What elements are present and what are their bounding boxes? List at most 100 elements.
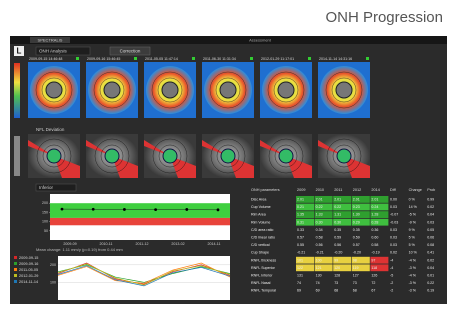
- table-cell: 14 %: [409, 205, 418, 209]
- table-cell: RNFL Superior: [251, 266, 276, 270]
- table-cell: Rim Area: [251, 213, 266, 217]
- trend-point: [123, 208, 126, 211]
- status-dot: [250, 57, 253, 60]
- table-cell: 0.33: [297, 228, 304, 232]
- table-cell: 0.30: [316, 220, 323, 224]
- table-cell: 2.01: [371, 197, 378, 201]
- legend-swatch: [14, 274, 17, 277]
- legend-label: 2012-01-29: [19, 274, 38, 278]
- table-cell: 0.34: [316, 228, 323, 232]
- table-cell: 68: [334, 289, 338, 293]
- mode-label: ONH Analysis: [39, 48, 68, 53]
- table-cell: Disc Area: [251, 197, 266, 201]
- legend-swatch: [14, 256, 17, 259]
- disc: [337, 149, 351, 163]
- disc: [47, 149, 61, 163]
- table-cell: 0.30: [334, 220, 341, 224]
- table-cell: 130: [316, 273, 322, 277]
- scan-date: 2009-09-15 14:46:48: [29, 57, 62, 61]
- table-cell: 127: [353, 273, 359, 277]
- table-cell: 0.21: [297, 205, 304, 209]
- title-bar: [10, 36, 447, 44]
- table-cell: 74: [316, 281, 320, 285]
- table-cell: 0.56: [334, 243, 341, 247]
- table-cell: 0.55: [297, 243, 304, 247]
- legend-label: 2009-09-16: [19, 262, 38, 266]
- table-cell: -5 %: [409, 213, 417, 217]
- table-cell: 1.28: [371, 213, 378, 217]
- table-header: ONH parameters: [251, 188, 280, 192]
- table-cell: 0.60: [371, 235, 378, 239]
- table-cell: 74: [297, 281, 301, 285]
- table-cell: -4: [390, 266, 393, 270]
- table-cell: 0 %: [409, 197, 416, 201]
- button-label: Correction: [120, 48, 141, 53]
- scan-date: 2012-01-29 11:17:01: [261, 57, 294, 61]
- trend-point: [92, 208, 95, 211]
- table-cell: RNFL Inferior: [251, 273, 273, 277]
- table-header: Change: [409, 188, 422, 192]
- table-cell: 119: [353, 266, 359, 270]
- disc: [221, 149, 235, 163]
- table-cell: 99: [334, 258, 338, 262]
- table-cell: 121: [316, 266, 322, 270]
- legend-swatch: [14, 262, 17, 265]
- table-cell: 2.01: [297, 197, 304, 201]
- table-cell: 0.41: [427, 251, 434, 255]
- table-cell: -2: [390, 281, 393, 285]
- table-cell: Rim Volume: [251, 220, 270, 224]
- disc: [220, 82, 236, 98]
- table-cell: -9 %: [409, 220, 417, 224]
- table-cell: 0.59: [334, 235, 341, 239]
- table-cell: -4 %: [409, 273, 417, 277]
- table-cell: -5: [390, 273, 393, 277]
- table-cell: 0.59: [353, 235, 360, 239]
- table-cell: 0.22: [334, 205, 341, 209]
- table-cell: -3 %: [409, 266, 417, 270]
- scan-date: 2011-06-30 11:31:34: [203, 57, 236, 61]
- table-cell: 0.02: [427, 205, 434, 209]
- table-header: Prob: [427, 188, 435, 192]
- table-cell: 0.22: [316, 205, 323, 209]
- summary: Mean change: 1.11 mm/y (p=0.19) from 0.4…: [36, 247, 123, 252]
- sector-label: Inferior: [39, 185, 54, 190]
- table-cell: C/D vertical: [251, 243, 270, 247]
- legend-label: 2014-11-14: [19, 280, 38, 284]
- trend-point: [154, 208, 157, 211]
- x-tick-label: 2010-11: [100, 242, 113, 246]
- status-dot: [192, 57, 195, 60]
- table-cell: -0.20: [353, 251, 361, 255]
- table-cell: 0.29: [353, 220, 360, 224]
- table-cell: 131: [297, 273, 303, 277]
- table-cell: 100: [316, 258, 322, 262]
- table-cell: 0.35: [334, 228, 341, 232]
- table-cell: 1.35: [297, 213, 304, 217]
- table-cell: 118: [371, 266, 377, 270]
- table-cell: 0.31: [297, 220, 304, 224]
- table-cell: 0.04: [427, 266, 434, 270]
- table-cell: 69: [316, 289, 320, 293]
- x-tick-label: 2009-09: [63, 242, 76, 246]
- table-cell: -0.21: [316, 251, 324, 255]
- logo-letter: L: [17, 47, 22, 56]
- disc: [46, 82, 62, 98]
- status-dot: [76, 57, 79, 60]
- table-header: 2012: [353, 188, 361, 192]
- trend-point: [217, 208, 220, 211]
- table-cell: 72: [371, 281, 375, 285]
- table-cell: 68: [353, 289, 357, 293]
- table-cell: 0.01: [427, 273, 434, 277]
- table-cell: -0.07: [390, 213, 398, 217]
- x-tick-label: 2011-12: [136, 242, 149, 246]
- table-cell: -3 %: [409, 289, 417, 293]
- table-cell: 0.02: [427, 258, 434, 262]
- section-label: NFL Deviation: [36, 127, 65, 132]
- table-cell: -0.03: [390, 220, 398, 224]
- table-cell: 0.04: [427, 213, 434, 217]
- table-cell: 1.33: [316, 213, 323, 217]
- tab-label: SPECTRALIS: [38, 38, 63, 43]
- legend-label: 2011-05-05: [19, 268, 38, 272]
- disc: [278, 82, 294, 98]
- table-cell: 69: [297, 289, 301, 293]
- table-cell: 0.08: [427, 243, 434, 247]
